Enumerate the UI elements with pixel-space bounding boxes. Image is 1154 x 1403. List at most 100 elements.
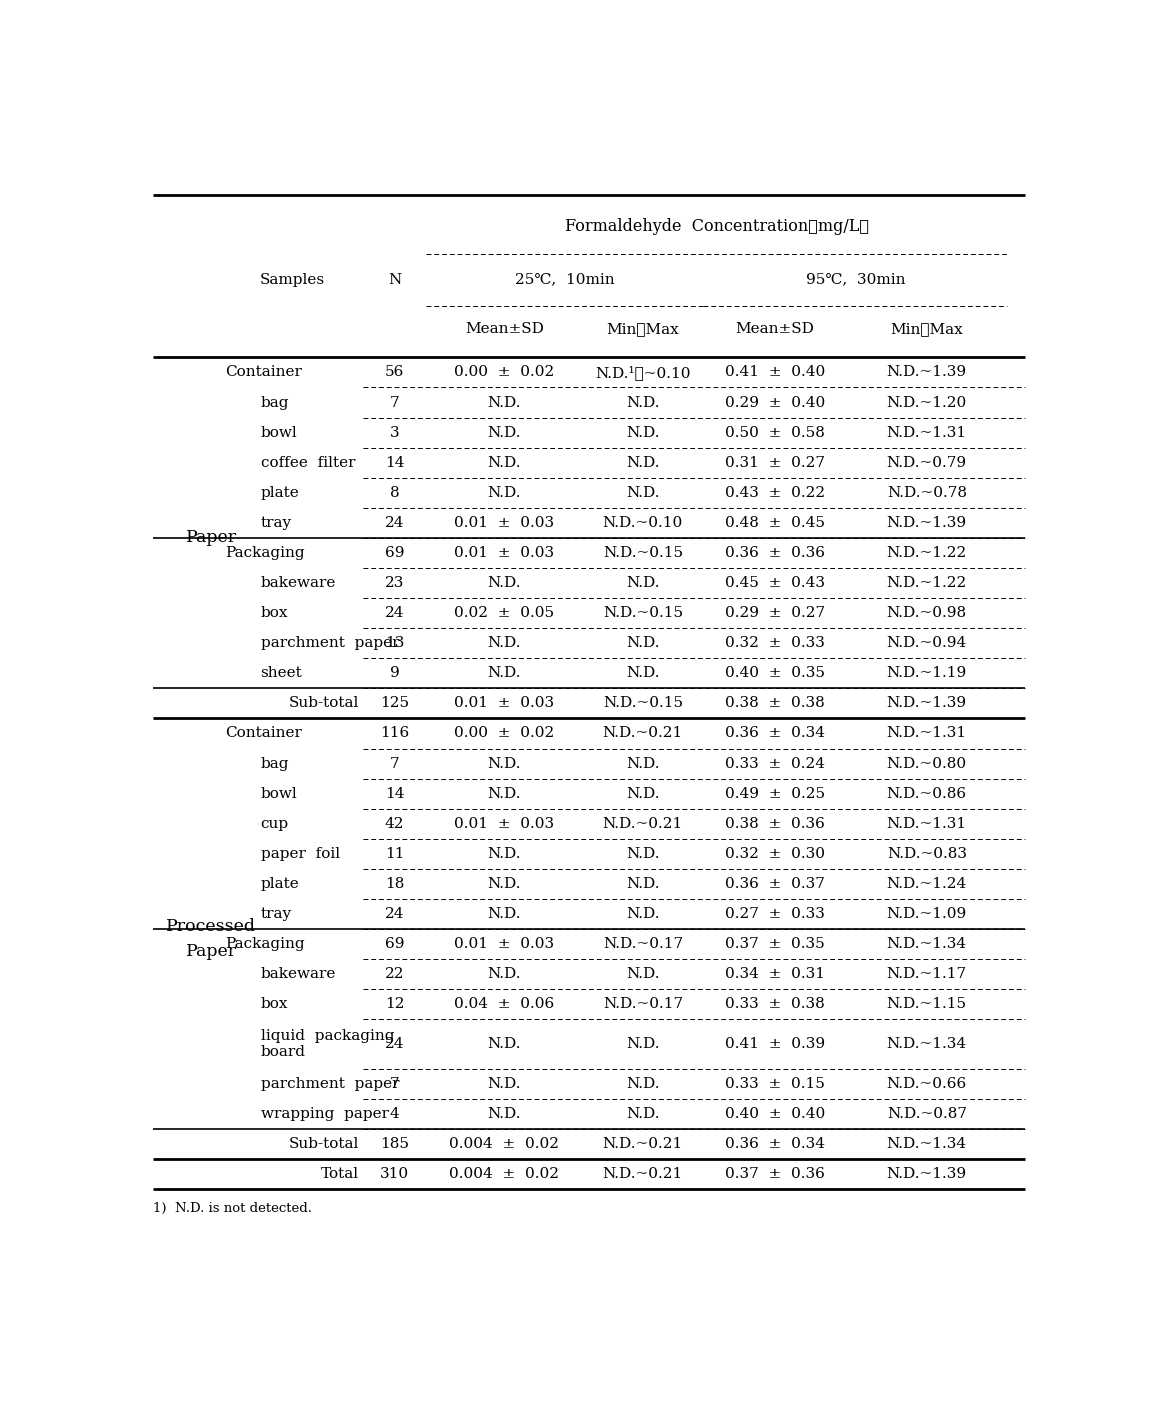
Text: N.D.: N.D. [487, 967, 520, 981]
Text: 24: 24 [385, 1037, 404, 1051]
Text: N.D.: N.D. [487, 1037, 520, 1051]
Text: 0.01  ±  0.03: 0.01 ± 0.03 [455, 516, 554, 530]
Text: bowl: bowl [261, 787, 298, 801]
Text: Mean±SD: Mean±SD [465, 323, 544, 337]
Text: 14: 14 [385, 787, 404, 801]
Text: N.D.: N.D. [487, 666, 520, 680]
Text: N.D.~1.39: N.D.~1.39 [886, 365, 967, 379]
Text: N.D.: N.D. [487, 577, 520, 591]
Text: board: board [261, 1045, 306, 1059]
Text: N.D.: N.D. [487, 756, 520, 770]
Text: Mean±SD: Mean±SD [735, 323, 815, 337]
Text: N.D.: N.D. [627, 425, 660, 439]
Text: 4: 4 [390, 1107, 399, 1121]
Text: N.D.~0.15: N.D.~0.15 [602, 696, 683, 710]
Text: plate: plate [261, 877, 299, 891]
Text: N.D.~1.22: N.D.~1.22 [886, 577, 967, 591]
Text: 9: 9 [390, 666, 399, 680]
Text: N.D.¹）~0.10: N.D.¹）~0.10 [595, 365, 690, 380]
Text: N.D.: N.D. [487, 425, 520, 439]
Text: N.D.~1.31: N.D.~1.31 [886, 425, 967, 439]
Text: N.D.: N.D. [627, 1037, 660, 1051]
Text: N.D.: N.D. [487, 485, 520, 499]
Text: N.D.~0.66: N.D.~0.66 [886, 1078, 967, 1092]
Text: 0.32  ±  0.33: 0.32 ± 0.33 [725, 636, 825, 650]
Text: N.D.~0.86: N.D.~0.86 [886, 787, 967, 801]
Text: Processed
Paper: Processed Paper [166, 918, 256, 960]
Text: N.D.: N.D. [627, 577, 660, 591]
Text: N.D.: N.D. [487, 847, 520, 861]
Text: N.D.~1.34: N.D.~1.34 [886, 1037, 967, 1051]
Text: N.D.~0.10: N.D.~0.10 [602, 516, 683, 530]
Text: Min∾Max: Min∾Max [891, 323, 964, 337]
Text: Formaldehyde  Concentration（mg/L）: Formaldehyde Concentration（mg/L） [564, 219, 869, 236]
Text: 0.02  ±  0.05: 0.02 ± 0.05 [455, 606, 554, 620]
Text: 0.50  ±  0.58: 0.50 ± 0.58 [725, 425, 825, 439]
Text: bakeware: bakeware [261, 967, 336, 981]
Text: plate: plate [261, 485, 299, 499]
Text: N: N [388, 272, 402, 286]
Text: liquid  packaging: liquid packaging [261, 1028, 394, 1042]
Text: 0.36  ±  0.36: 0.36 ± 0.36 [725, 546, 825, 560]
Text: 69: 69 [385, 937, 404, 951]
Text: 0.36  ±  0.37: 0.36 ± 0.37 [725, 877, 825, 891]
Text: bakeware: bakeware [261, 577, 336, 591]
Text: 14: 14 [385, 456, 404, 470]
Text: 0.004  ±  0.02: 0.004 ± 0.02 [449, 1136, 560, 1150]
Text: 0.27  ±  0.33: 0.27 ± 0.33 [725, 906, 825, 920]
Text: 0.00  ±  0.02: 0.00 ± 0.02 [455, 727, 554, 741]
Text: coffee  filter: coffee filter [261, 456, 355, 470]
Text: bag: bag [261, 756, 288, 770]
Text: N.D.~0.78: N.D.~0.78 [886, 485, 967, 499]
Text: N.D.: N.D. [487, 787, 520, 801]
Text: 22: 22 [385, 967, 404, 981]
Text: N.D.: N.D. [627, 967, 660, 981]
Text: N.D.: N.D. [627, 396, 660, 410]
Text: 185: 185 [380, 1136, 410, 1150]
Text: N.D.: N.D. [487, 877, 520, 891]
Text: paper  foil: paper foil [261, 847, 339, 861]
Text: N.D.: N.D. [627, 1107, 660, 1121]
Text: tray: tray [261, 516, 292, 530]
Text: N.D.~0.17: N.D.~0.17 [602, 937, 683, 951]
Text: N.D.~1.31: N.D.~1.31 [886, 727, 967, 741]
Text: N.D.~1.22: N.D.~1.22 [886, 546, 967, 560]
Text: N.D.~0.21: N.D.~0.21 [602, 817, 683, 831]
Text: 0.49  ±  0.25: 0.49 ± 0.25 [725, 787, 825, 801]
Text: Container: Container [225, 365, 301, 379]
Text: 7: 7 [390, 1078, 399, 1092]
Text: Packaging: Packaging [225, 937, 305, 951]
Text: N.D.~0.15: N.D.~0.15 [602, 546, 683, 560]
Text: N.D.~1.20: N.D.~1.20 [886, 396, 967, 410]
Text: 1)  N.D. is not detected.: 1) N.D. is not detected. [153, 1202, 313, 1215]
Text: 7: 7 [390, 756, 399, 770]
Text: N.D.: N.D. [627, 877, 660, 891]
Text: N.D.: N.D. [487, 1078, 520, 1092]
Text: 11: 11 [385, 847, 404, 861]
Text: 13: 13 [385, 636, 404, 650]
Text: N.D.~1.39: N.D.~1.39 [886, 1167, 967, 1181]
Text: Sub-total: Sub-total [288, 696, 359, 710]
Text: 0.01  ±  0.03: 0.01 ± 0.03 [455, 937, 554, 951]
Text: N.D.~0.17: N.D.~0.17 [602, 998, 683, 1012]
Text: 0.01  ±  0.03: 0.01 ± 0.03 [455, 817, 554, 831]
Text: 0.33  ±  0.38: 0.33 ± 0.38 [725, 998, 825, 1012]
Text: 0.37  ±  0.36: 0.37 ± 0.36 [725, 1167, 825, 1181]
Text: N.D.~1.31: N.D.~1.31 [886, 817, 967, 831]
Text: N.D.~0.87: N.D.~0.87 [886, 1107, 967, 1121]
Text: 8: 8 [390, 485, 399, 499]
Text: 24: 24 [385, 606, 404, 620]
Text: 3: 3 [390, 425, 399, 439]
Text: 25℃,  10min: 25℃, 10min [515, 272, 614, 286]
Text: 0.33  ±  0.24: 0.33 ± 0.24 [725, 756, 825, 770]
Text: N.D.~0.79: N.D.~0.79 [886, 456, 967, 470]
Text: N.D.~0.83: N.D.~0.83 [886, 847, 967, 861]
Text: N.D.~0.21: N.D.~0.21 [602, 1167, 683, 1181]
Text: N.D.~0.98: N.D.~0.98 [886, 606, 967, 620]
Text: 24: 24 [385, 906, 404, 920]
Text: box: box [261, 998, 288, 1012]
Text: 0.04  ±  0.06: 0.04 ± 0.06 [455, 998, 554, 1012]
Text: Samples: Samples [260, 272, 324, 286]
Text: N.D.~1.34: N.D.~1.34 [886, 1136, 967, 1150]
Text: 0.36  ±  0.34: 0.36 ± 0.34 [725, 1136, 825, 1150]
